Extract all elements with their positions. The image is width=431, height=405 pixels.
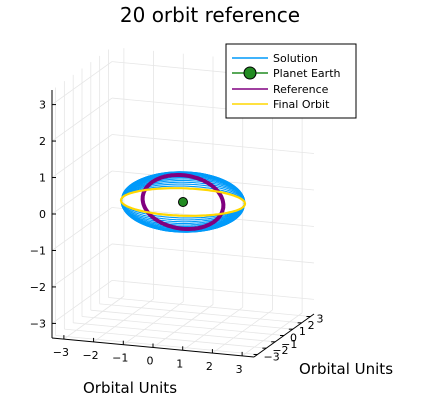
grid-line bbox=[51, 170, 113, 215]
y-axis-label: Orbital Units bbox=[299, 360, 393, 378]
z-tick-label: −3 bbox=[30, 317, 46, 330]
y-tick-label: 1 bbox=[299, 325, 306, 338]
grid-line bbox=[51, 134, 113, 178]
x-tick-labels: −3 −2 −1 0 1 2 3 bbox=[53, 346, 243, 376]
grid-line bbox=[99, 303, 302, 324]
series-reference bbox=[140, 173, 226, 231]
y-tick-labels: −3−2−10 1 2 3 bbox=[264, 313, 324, 364]
grid-line bbox=[241, 312, 303, 357]
y-tick-label: −2 bbox=[272, 344, 288, 357]
legend-swatch-earth-marker bbox=[243, 66, 257, 80]
legend: Solution Planet Earth Reference Final Or… bbox=[225, 43, 357, 119]
reference-orbit bbox=[140, 173, 226, 231]
legend-item-solution: Solution bbox=[232, 52, 318, 65]
series-planet-earth bbox=[178, 197, 188, 207]
x-axis-label: Orbital Units bbox=[83, 379, 177, 397]
x-tick-label: −3 bbox=[53, 346, 69, 359]
y-tick-label: 0 bbox=[290, 332, 297, 345]
legend-label-reference: Reference bbox=[273, 83, 329, 96]
legend-label-final-orbit: Final Orbit bbox=[273, 98, 330, 111]
z-tick-label: 0 bbox=[39, 208, 46, 221]
legend-item-earth: Planet Earth bbox=[232, 66, 341, 80]
grid-line bbox=[51, 61, 113, 105]
y-tick-label: 3 bbox=[316, 313, 323, 326]
legend-box bbox=[225, 43, 357, 119]
y-tick-label: 2 bbox=[308, 319, 315, 332]
legend-label-solution: Solution bbox=[273, 52, 318, 65]
x-tick-label: −2 bbox=[82, 349, 98, 362]
x-tick-label: 1 bbox=[176, 357, 183, 370]
series-final-orbit bbox=[119, 187, 247, 217]
chart-title: 20 orbit reference bbox=[120, 3, 300, 27]
z-tick-label: −2 bbox=[30, 281, 46, 294]
grid-line bbox=[111, 134, 315, 154]
grid-line bbox=[108, 297, 311, 317]
planet-earth-marker bbox=[178, 197, 188, 207]
final-orbit bbox=[119, 187, 247, 217]
grid-line bbox=[90, 309, 293, 330]
z-tick-label: 2 bbox=[39, 135, 46, 148]
z-tick-label: 3 bbox=[39, 99, 46, 112]
z-tick-label: −1 bbox=[30, 244, 46, 257]
grid-line bbox=[182, 306, 243, 351]
grid-line bbox=[81, 316, 285, 336]
grid-line bbox=[51, 97, 113, 142]
legend-item-final-orbit: Final Orbit bbox=[232, 98, 330, 111]
y-tick-label: −1 bbox=[281, 338, 297, 351]
z-tick-labels: −3 −2 −1 0 1 2 3 bbox=[30, 99, 46, 331]
legend-item-reference: Reference bbox=[232, 83, 329, 96]
x-tick-label: 2 bbox=[206, 360, 213, 373]
x-tick-label: 0 bbox=[147, 355, 154, 368]
x-tick-label: 3 bbox=[236, 363, 243, 376]
z-tick-label: 1 bbox=[39, 172, 46, 185]
axes-frame bbox=[51, 90, 315, 358]
y-tick-label: −3 bbox=[264, 350, 280, 363]
legend-label-earth: Planet Earth bbox=[273, 67, 341, 80]
x-tick-label: −1 bbox=[112, 352, 128, 365]
grid-line bbox=[212, 309, 273, 354]
